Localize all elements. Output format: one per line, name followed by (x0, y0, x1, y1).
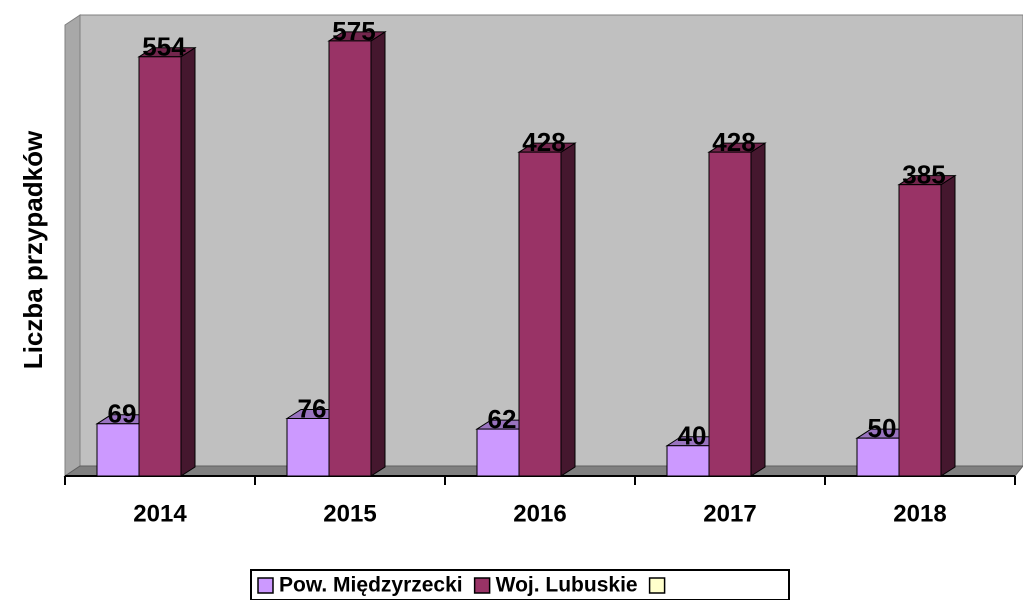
data-label: 428 (522, 127, 565, 157)
x-tick-label: 2015 (323, 500, 376, 527)
bar-side (940, 174, 956, 477)
bar-side (370, 31, 386, 477)
bar-side (180, 46, 196, 477)
data-label: 428 (712, 127, 755, 157)
bar (518, 151, 562, 477)
data-label: 554 (142, 32, 186, 62)
legend-swatch (257, 577, 274, 594)
data-label: 76 (298, 393, 327, 423)
data-label: 575 (332, 16, 375, 46)
x-tick-label: 2016 (513, 500, 566, 527)
x-tick-label: 2014 (133, 500, 187, 527)
data-label: 69 (108, 399, 137, 429)
bar (286, 417, 330, 477)
data-label: 62 (488, 404, 517, 434)
side-wall (64, 14, 81, 477)
bar (138, 56, 182, 477)
data-label: 385 (902, 160, 945, 190)
legend-label: Pow. Międzyrzecki (279, 574, 463, 597)
bar-side (560, 142, 576, 477)
bar (898, 184, 942, 477)
data-label: 40 (678, 421, 707, 451)
legend-swatch-empty (648, 577, 666, 594)
data-label: 50 (868, 413, 897, 443)
bar (476, 428, 520, 477)
bar (856, 437, 900, 477)
legend-box (250, 569, 790, 600)
x-tick-label: 2017 (703, 500, 756, 527)
y-axis-label: Liczba przypadków (18, 130, 48, 369)
bar (328, 40, 372, 477)
bar (666, 445, 710, 477)
bar (96, 423, 140, 477)
bar (708, 151, 752, 477)
legend-swatch (473, 577, 491, 594)
legend-label: Woj. Lubuskie (496, 574, 638, 597)
bar-side (750, 142, 766, 477)
x-tick-label: 2018 (893, 500, 946, 527)
